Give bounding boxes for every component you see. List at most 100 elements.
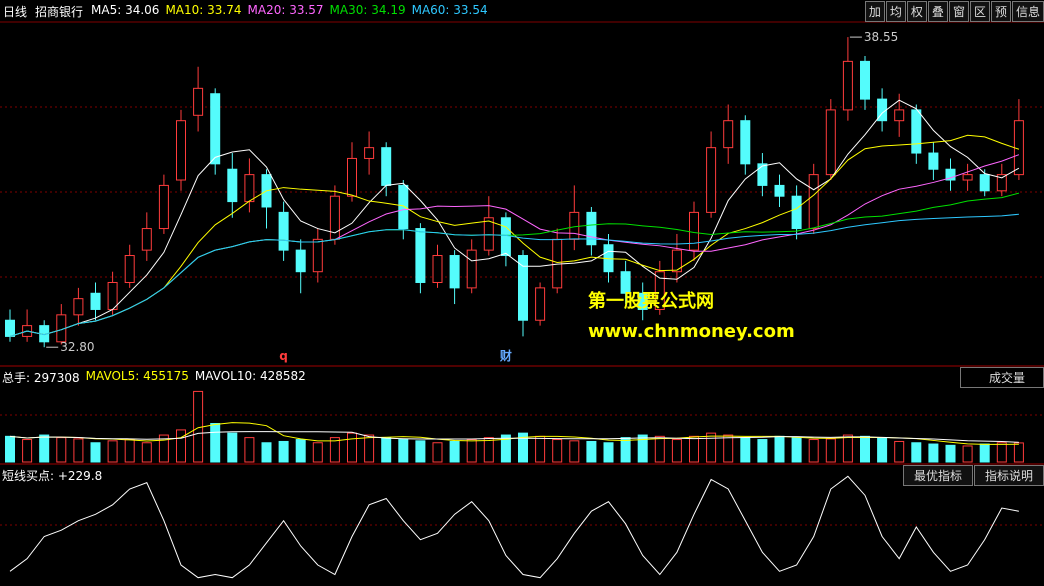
annotation: 38.55	[864, 30, 898, 44]
volume-bar	[1013, 442, 1024, 463]
volume-bar	[962, 445, 973, 463]
candle-body	[244, 174, 255, 203]
volume-header: 总手: 297308 MAVOL5: 455175 MAVOL10: 428582	[2, 369, 306, 386]
toolbar-buttons: 加均权叠窗区预信息	[864, 1, 1044, 22]
candle-body	[654, 271, 665, 310]
volume-bar	[552, 439, 563, 463]
volume-bar	[466, 439, 477, 463]
toolbar-button[interactable]: 均	[885, 1, 906, 22]
volume-bar	[723, 434, 734, 463]
volume-bar	[894, 440, 905, 463]
toolbar-button[interactable]: 加	[864, 1, 885, 22]
volume-bar	[124, 439, 135, 463]
volume-bar	[312, 442, 323, 463]
toolbar-button[interactable]: 信息	[1011, 1, 1044, 22]
candle-body	[637, 292, 648, 310]
candle-body	[825, 109, 836, 176]
period[interactable]: 日线	[3, 5, 28, 19]
volume-bar	[449, 440, 460, 463]
candle-body	[73, 298, 84, 316]
volume-bar	[210, 423, 221, 463]
volume-label: MAVOL10: 428582	[194, 369, 306, 383]
volume-bar	[928, 443, 939, 463]
candle-body	[808, 174, 819, 230]
volume-bar	[825, 438, 836, 463]
volume-bar	[158, 434, 169, 463]
candle-body	[364, 147, 375, 159]
candle-body	[569, 211, 580, 240]
volume-bar	[90, 442, 101, 463]
volume-dropdown[interactable]: 成交量	[960, 367, 1044, 388]
candle-body	[723, 120, 734, 149]
volume-bar	[518, 432, 528, 463]
candle-body	[671, 249, 682, 273]
candle-body	[996, 174, 1007, 192]
candle-body	[158, 184, 169, 230]
volume-bar	[671, 439, 682, 463]
indicator-button[interactable]: 指标说明	[973, 465, 1044, 486]
volume-bar	[620, 437, 631, 463]
candle-body	[586, 211, 597, 246]
volume-bar	[432, 442, 443, 463]
ma-label: MA60: 33.54	[411, 3, 488, 17]
volume-bar	[5, 435, 15, 463]
indicator-button[interactable]: 最优指标	[902, 465, 973, 486]
volume-bar	[689, 435, 699, 463]
candle-body	[518, 255, 528, 321]
volume-bar	[996, 442, 1007, 463]
volume-bar	[483, 437, 494, 463]
event-marker: q	[279, 349, 288, 363]
volume-bar	[569, 440, 580, 463]
stock-name: 招商银行	[35, 5, 84, 19]
toolbar-button[interactable]: 区	[969, 1, 990, 22]
volume-bar	[176, 429, 186, 463]
volume-bar	[945, 444, 956, 463]
candle-body	[227, 168, 238, 203]
ma-label: MA30: 34.19	[329, 3, 406, 17]
candle-body	[381, 147, 392, 186]
candle-body	[176, 120, 186, 181]
volume-bar	[329, 437, 340, 463]
volume-bar	[706, 432, 717, 463]
candle-body	[860, 60, 870, 100]
annotation: 32.80	[60, 340, 94, 354]
event-marker: 财	[499, 348, 512, 363]
volume-bar	[603, 442, 614, 463]
candle-body	[398, 184, 409, 230]
volume-bar	[347, 432, 357, 463]
candle-body	[295, 249, 306, 273]
volume-bar	[860, 435, 870, 463]
ma-line	[9, 99, 1020, 337]
volume-bar	[381, 437, 392, 463]
watermark: 第一股票公式网	[588, 291, 714, 312]
ma-label: MA5: 34.06	[91, 3, 160, 17]
candle-body	[945, 168, 956, 181]
volume-bar	[808, 439, 819, 463]
volume-bar	[22, 439, 33, 463]
candle-body	[535, 287, 546, 321]
indicator-buttons: 最优指标 指标说明	[902, 465, 1044, 486]
candle-body	[894, 109, 905, 122]
volume-bar	[637, 434, 648, 463]
candle-body	[449, 255, 460, 289]
candle-body	[5, 319, 15, 337]
volume-label: MAVOL5: 455175	[85, 369, 189, 383]
volume-bar	[774, 435, 785, 463]
ma-line	[9, 213, 1019, 337]
volume-bar	[911, 442, 922, 463]
volume-bar	[295, 439, 306, 463]
volume-bar	[364, 434, 375, 463]
toolbar-button[interactable]: 预	[990, 1, 1011, 22]
toolbar-button[interactable]: 窗	[948, 1, 969, 22]
toolbar-button[interactable]: 权	[906, 1, 927, 22]
volume-bar	[56, 437, 67, 463]
ma-line	[9, 134, 1020, 337]
ma-label: MA10: 33.74	[165, 3, 242, 17]
candle-body	[347, 157, 357, 197]
indicator-header: 短线买点: +229.8	[2, 469, 103, 483]
candle-body	[90, 292, 101, 310]
volume-bar	[586, 440, 597, 463]
candle-body	[706, 147, 717, 213]
toolbar: 日线 招商银行 MA5: 34.06 MA10: 33.74 MA20: 33.57…	[3, 3, 488, 20]
toolbar-button[interactable]: 叠	[927, 1, 948, 22]
